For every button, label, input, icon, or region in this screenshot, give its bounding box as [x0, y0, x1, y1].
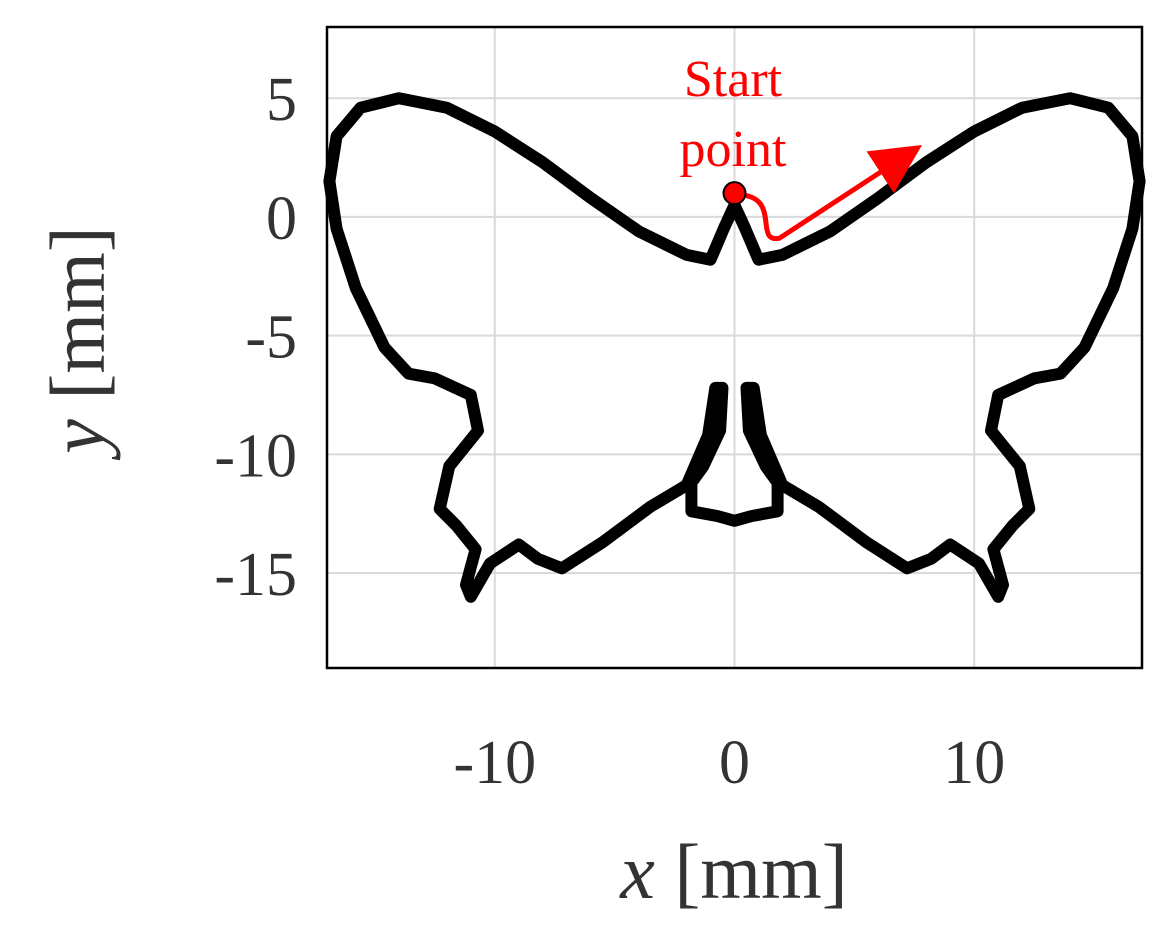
y-axis-label: y [mm] [34, 226, 121, 460]
y-axis-unit: [mm] [34, 226, 121, 399]
y-axis-variable: y [34, 419, 121, 461]
start-point-annotation: Start point [680, 51, 923, 241]
x-tick-label: 10 [943, 729, 1005, 797]
y-tick-label: -15 [214, 541, 297, 609]
y-tick-labels: 5 0 -5 -10 -15 [214, 66, 297, 609]
annotation-label-line1: Start [684, 51, 783, 108]
series-trajectory-line [323, 92, 1146, 603]
x-tick-labels: -10 0 10 [453, 729, 1005, 797]
y-tick-label: 5 [266, 66, 297, 134]
y-tick-label: 0 [266, 185, 297, 253]
y-tick-label: -10 [214, 422, 297, 490]
x-axis-variable: x [619, 828, 655, 915]
x-tick-label: -10 [453, 729, 536, 797]
y-tick-label: -5 [245, 304, 297, 372]
x-axis-unit: [mm] [674, 828, 847, 915]
direction-arrow [743, 144, 923, 241]
x-tick-label: 0 [719, 729, 750, 797]
x-axis-label: x [mm] [619, 828, 847, 915]
start-point-marker [722, 181, 747, 206]
plot-frame [325, 25, 1144, 670]
annotation-label-line2: point [680, 121, 787, 178]
